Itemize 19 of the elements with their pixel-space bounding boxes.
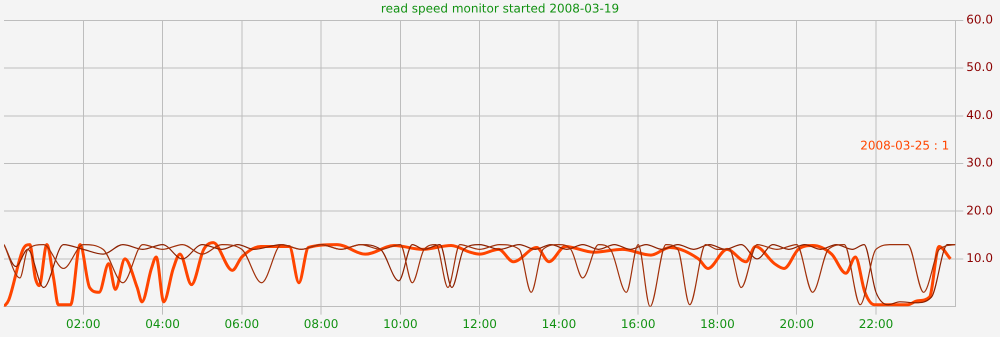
y-tick-label: 30.0 <box>966 156 993 170</box>
x-tick-label: 18:00 <box>700 316 735 331</box>
x-tick-label: 08:00 <box>304 316 338 331</box>
x-tick-label: 20:00 <box>779 316 814 331</box>
x-tick-label: 16:00 <box>620 316 656 331</box>
x-tick-label: 14:00 <box>542 316 576 331</box>
y-tick-label: 60.0 <box>966 12 993 27</box>
text: 2008-03-25 : 1 <box>860 138 950 152</box>
x-tick-label: 02:00 <box>66 316 101 331</box>
y-tick-label: 10.0 <box>966 251 993 266</box>
y-tick-label: 20.0 <box>966 203 993 218</box>
y-tick-label: 40.0 <box>966 108 993 122</box>
x-tick-label: 10:00 <box>383 316 418 331</box>
x-tick-label: 12:00 <box>462 316 497 331</box>
chart-title: read speed monitor started 2008-03-19 <box>380 1 620 16</box>
y-tick-label: 50.0 <box>966 60 993 74</box>
x-tick-label: 04:00 <box>145 316 180 331</box>
x-tick-label: 22:00 <box>858 316 894 331</box>
x-tick-label: 06:00 <box>224 316 260 331</box>
